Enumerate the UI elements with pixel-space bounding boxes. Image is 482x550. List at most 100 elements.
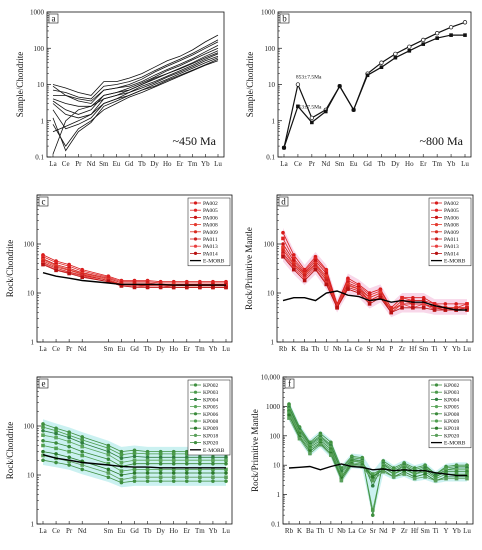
data-point [67,449,71,454]
data-point [400,295,404,300]
x-tick-label: K [291,345,296,353]
data-point [465,472,469,476]
series-line [52,50,219,119]
series-line [288,463,467,477]
legend-marker [434,383,439,387]
legend-label: KP004 [444,397,460,403]
y-tick-label: 100 [34,45,45,53]
data-point [421,37,426,43]
x-tick-label: Dy [156,345,165,353]
panel-letter-text: f [288,379,291,389]
series-line [52,41,219,104]
data-point [465,302,469,306]
field-envelope [283,228,467,318]
data-point [41,254,45,259]
data-point [198,455,202,460]
data-point [158,461,163,466]
data-point [356,291,361,295]
legend-label: PA011 [444,237,459,243]
data-point [411,302,415,306]
legend-marker [434,215,439,219]
data-point [198,471,202,475]
data-point [119,449,124,454]
data-point [297,436,302,441]
data-point [80,444,85,449]
data-point [80,449,85,454]
y-tick-label: 1000 [30,9,45,17]
data-point [370,472,375,476]
data-point [281,242,285,246]
data-point [407,44,412,49]
y-tick-label: 100 [270,432,281,440]
x-tick-label: Nb [337,527,346,535]
data-point [432,308,437,312]
x-tick-label: Ti [432,345,438,353]
data-point [198,461,202,466]
panel-letter: a [48,14,59,24]
data-point [67,439,71,444]
data-point [449,33,453,37]
panel-f: 0.1 1 10 100 1000 10,000 Rb K Ba Th U Nb La Ce Sr Nd P Zr… [250,374,474,535]
legend-label: KP004 [203,397,219,403]
data-point [454,476,459,481]
data-point [158,471,163,475]
y-tick-label: 100 [264,241,275,249]
legend-label: KP009 [444,419,460,425]
series-line-11 [52,52,219,115]
series-line [52,39,219,100]
data-point [171,455,176,460]
y-tick-label: 10 [37,81,45,89]
y-tick-label: 1 [31,339,35,347]
legend-marker [193,412,198,416]
data-point [462,20,468,25]
age-annotation: ~800 Ma [420,134,464,148]
panel-letter-text: e [42,379,46,389]
data-point [378,289,383,293]
series-line-3 [52,50,219,119]
data-point [145,285,150,290]
panel-a: 0.1 1 10 100 1000 La Ce Pr Nd Sm Eu Gd Tb Dy Ho Er Tm Yb L… [15,9,225,168]
y-tick-label: 0.1 [271,521,280,529]
data-point [132,451,137,455]
data-point [313,267,318,272]
x-tick-label: Sm [104,345,114,353]
data-point [184,467,189,472]
legend-marker [193,251,198,255]
data-point [370,475,375,479]
legend-label: PA009 [203,230,218,236]
legend-marker [193,405,198,409]
legend-label: KP005 [444,405,460,411]
data-point [454,472,459,476]
series-kp004 [41,428,228,461]
data-point [119,456,124,461]
data-point [391,475,396,479]
x-tick-label: Sm [99,160,109,168]
x-tick-label: Sm [104,527,114,535]
data-point [400,302,404,306]
data-point [378,291,383,295]
data-point [171,461,176,466]
data-point [391,467,396,472]
data-point [54,428,58,433]
data-point [379,65,384,70]
data-point [41,438,45,443]
data-point [106,449,111,454]
legend-marker [193,215,198,219]
x-tick-label: Tb [138,160,146,168]
data-point [171,471,176,475]
data-point [224,458,228,463]
x-tick-label: Lu [222,527,230,535]
data-point [282,145,286,150]
panel-d: 1 10 100 Rb K Ba Th U Nb La Ce Sr Nd P Zr Hf Sm Ti Y Yb Lu Ro… [244,194,474,353]
data-point [448,25,454,30]
legend-marker [434,237,439,241]
data-point [145,471,150,475]
data-point [412,472,417,476]
x-tick-label: Lu [463,527,471,535]
y-tick-label: 100 [24,241,35,249]
x-tick-label: Nd [78,527,87,535]
panel-letter-box [278,196,289,207]
series-kp020 [287,416,469,483]
legend-marker [193,433,198,437]
